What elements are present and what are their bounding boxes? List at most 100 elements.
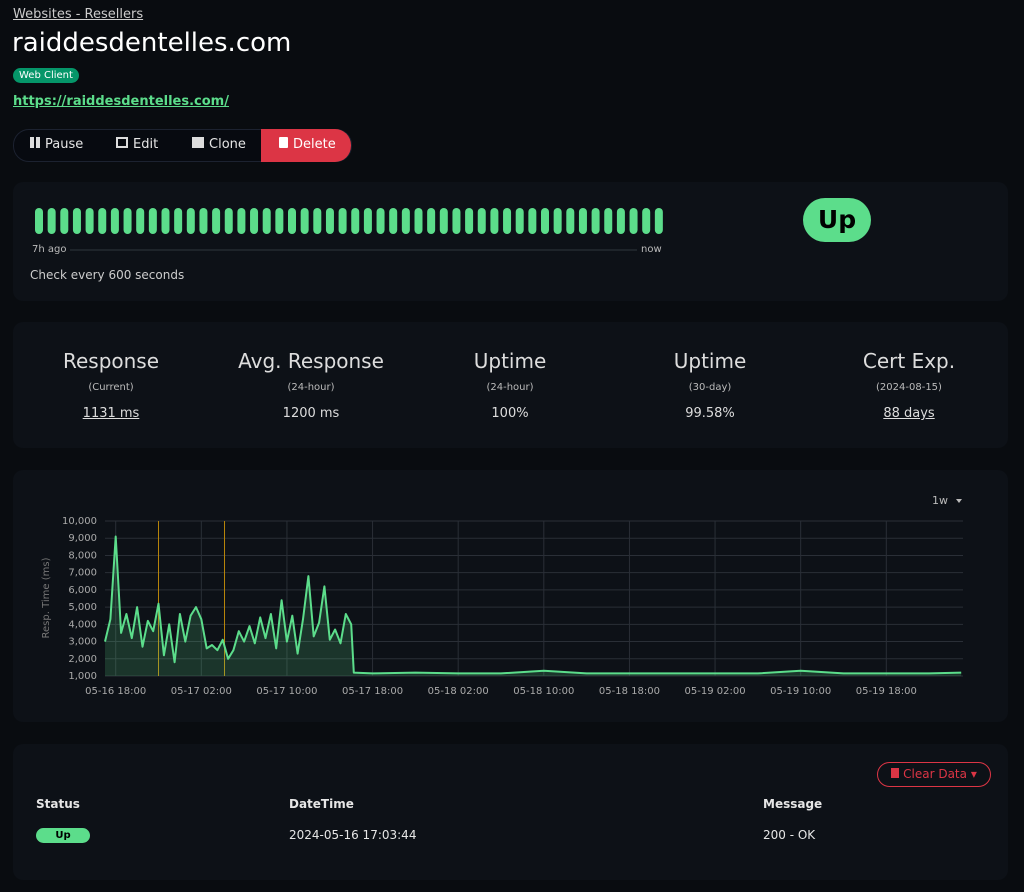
beat — [452, 208, 461, 234]
stat-title: Avg. Response — [238, 349, 384, 373]
x-tick-label: 05-19 10:00 — [770, 686, 831, 697]
tag: Web Client — [13, 68, 79, 83]
beat — [47, 208, 56, 234]
header-cell: DateTime — [289, 797, 354, 811]
events-card: Clear Data ▾ Status DateTime Message Up … — [13, 744, 1008, 880]
stat-title: Response — [62, 349, 160, 373]
beat — [313, 208, 322, 234]
beat — [250, 208, 259, 234]
beat — [35, 208, 43, 234]
beat — [553, 208, 562, 234]
y-tick-label: 2,000 — [68, 654, 97, 665]
beat — [541, 208, 549, 234]
start-label: 7h ago — [32, 244, 67, 255]
beat — [351, 208, 360, 234]
clone-button[interactable]: Clone — [192, 137, 246, 152]
pause-button[interactable]: Pause — [30, 137, 83, 152]
chart: 1w Resp. Time (ms) 1,000 2,000 3,000 4,000 5… — [41, 494, 963, 697]
stat-sub: (2024-08-15) — [876, 382, 942, 393]
y-tick-label: 4,000 — [68, 619, 97, 630]
beat — [642, 208, 651, 234]
beat — [275, 208, 284, 234]
x-tick-label: 05-17 02:00 — [171, 686, 232, 697]
beat — [60, 208, 69, 234]
y-tick-label: 5,000 — [68, 602, 97, 613]
status-pill: Up — [36, 828, 90, 843]
beat — [363, 208, 372, 234]
label: Clone — [209, 137, 246, 152]
chart-card: 1w Resp. Time (ms) 1,000 2,000 3,000 4,000 5… — [13, 470, 1008, 722]
status-badge: Up — [803, 198, 871, 242]
beat — [591, 208, 600, 234]
y-axis-label: Resp. Time (ms) — [41, 557, 52, 638]
beat — [616, 208, 625, 234]
label: Clear Data — [903, 767, 967, 781]
y-tick-label: 3,000 — [68, 637, 97, 648]
stats-card: Response (Current) 1131 ms Avg. Response (24… — [13, 322, 1008, 448]
x-tick-label: 05-18 10:00 — [513, 686, 574, 697]
beat — [401, 208, 410, 234]
beat — [186, 208, 195, 234]
beat — [300, 208, 309, 234]
line — [104, 535, 962, 675]
beat — [490, 208, 499, 234]
beat — [98, 208, 107, 234]
y-tick-label: 8,000 — [68, 550, 97, 561]
stat-value: 88 days — [883, 406, 935, 421]
beat — [604, 208, 613, 234]
beat — [237, 208, 246, 234]
beat — [72, 208, 81, 234]
x-tick-label: 05-17 10:00 — [256, 686, 317, 697]
stat-sub: (30-day) — [688, 382, 732, 393]
beat — [566, 208, 575, 234]
beat — [477, 208, 486, 234]
cell: 200 - OK — [763, 828, 816, 842]
stat-title: Uptime — [473, 349, 547, 373]
beat — [174, 208, 183, 234]
beat — [110, 208, 119, 234]
y-tick-label: 10,000 — [62, 516, 97, 527]
beat — [136, 208, 145, 234]
stat-title: Uptime — [673, 349, 747, 373]
beat — [465, 208, 474, 234]
url-link[interactable]: https://raiddesdentelles.com/ — [13, 94, 229, 109]
x-tick-label: 05-17 18:00 — [342, 686, 403, 697]
beat — [629, 208, 638, 234]
beat — [578, 208, 587, 234]
label: Pause — [45, 137, 84, 152]
label: Edit — [133, 137, 159, 152]
x-tick-label: 05-16 18:00 — [85, 686, 146, 697]
beat — [262, 208, 271, 234]
clear-data-button[interactable]: Clear Data ▾ — [877, 762, 991, 787]
end-label: now — [641, 244, 662, 255]
beat — [288, 208, 296, 234]
label: Delete — [293, 137, 336, 152]
range-select[interactable]: 1w — [932, 494, 948, 507]
y-tick-label: 1,000 — [68, 671, 97, 682]
beat — [224, 208, 233, 234]
stat-sub: (24-hour) — [287, 382, 335, 393]
heartbeat-card: 7h ago now Check every 600 seconds Up — [13, 182, 1008, 301]
stat-sub: (24-hour) — [486, 382, 534, 393]
y-tick-label: 9,000 — [68, 533, 97, 544]
button-group: Pause Edit Clone Delete — [13, 129, 352, 162]
stat-title: Cert Exp. — [862, 349, 956, 373]
interval: Check every 600 seconds — [30, 268, 185, 282]
header-cell: Status — [36, 797, 80, 811]
beat — [389, 208, 398, 234]
delete-button[interactable]: Delete — [261, 129, 351, 162]
beat — [528, 208, 537, 234]
beat — [212, 208, 221, 234]
beat — [161, 208, 170, 234]
beat — [123, 208, 132, 234]
edit-button[interactable]: Edit — [116, 137, 158, 152]
page-title: raiddesdentelles.com — [12, 28, 292, 58]
breadcrumb[interactable]: Websites - Resellers — [13, 7, 144, 22]
x-tick-label: 05-19 18:00 — [856, 686, 917, 697]
beat — [414, 208, 423, 234]
cell: 2024-05-16 17:03:44 — [289, 828, 417, 842]
y-tick-label: 6,000 — [68, 585, 97, 596]
beat — [503, 208, 512, 234]
x-tick-label: 05-18 18:00 — [599, 686, 660, 697]
